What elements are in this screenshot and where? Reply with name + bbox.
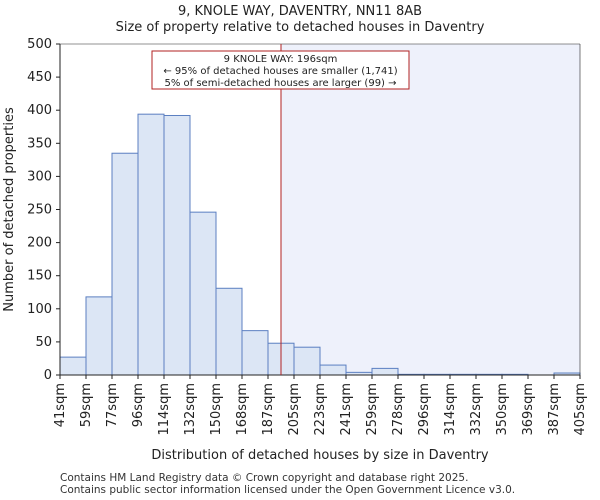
x-tick-label: 314sqm	[443, 383, 458, 436]
x-tick-label: 59sqm	[79, 383, 94, 427]
y-tick-label: 300	[27, 169, 52, 184]
x-tick-label: 132sqm	[183, 383, 198, 436]
chart-subtitle: Size of property relative to detached ho…	[115, 20, 485, 35]
y-tick-label: 50	[35, 335, 52, 350]
x-tick-label: 168sqm	[235, 383, 250, 436]
bar	[293, 346, 321, 376]
y-tick-label: 400	[27, 103, 52, 118]
annotation-line-1: 9 KNOLE WAY: 196sqm	[224, 54, 338, 65]
x-tick-label: 77sqm	[105, 383, 120, 427]
footer-licence: Contains public sector information licen…	[60, 484, 516, 496]
x-tick-label: 332sqm	[469, 383, 484, 436]
bar	[111, 152, 139, 376]
x-tick-label: 241sqm	[339, 383, 354, 436]
x-tick-label: 296sqm	[417, 383, 432, 436]
x-tick-label: 405sqm	[573, 383, 588, 436]
x-tick-label: 114sqm	[157, 383, 172, 436]
bar	[241, 330, 269, 376]
y-tick-label: 0	[44, 368, 52, 383]
y-axis-label: Number of detached properties	[2, 107, 17, 312]
y-tick-label: 350	[27, 136, 52, 151]
y-tick-label: 450	[27, 70, 52, 85]
annotation-box	[151, 50, 410, 90]
y-tick-label: 100	[27, 302, 52, 317]
larger-region-shade	[281, 44, 580, 375]
x-tick-label: 187sqm	[261, 383, 276, 436]
x-axis-label: Distribution of detached houses by size …	[151, 448, 489, 463]
histogram-chart: 0 50 100 150 200 250 300 350 400 450 500 41sqm 59sqm…	[2, 37, 588, 463]
x-tick-label: 41sqm	[53, 383, 68, 427]
bar	[163, 114, 191, 376]
x-tick-label: 278sqm	[391, 383, 406, 436]
x-tick-label: 96sqm	[131, 383, 146, 427]
chart-title: 9, KNOLE WAY, DAVENTRY, NN11 8AB	[177, 4, 423, 19]
y-tick-label: 250	[27, 203, 52, 218]
x-tick-label: 369sqm	[521, 383, 536, 436]
x-tick-label: 350sqm	[495, 383, 510, 436]
y-tick-label: 200	[27, 236, 52, 251]
x-tick-label: 387sqm	[547, 383, 562, 436]
bar	[59, 356, 87, 376]
x-tick-label: 223sqm	[313, 383, 328, 436]
bar	[215, 287, 243, 376]
bar	[189, 211, 217, 376]
x-tick-label: 150sqm	[209, 383, 224, 436]
x-tick-label: 205sqm	[287, 383, 302, 436]
x-tick-label: 259sqm	[365, 383, 380, 436]
annotation-line-2: ← 95% of detached houses are smaller (1,…	[163, 66, 397, 77]
annotation-line-3: 5% of semi-detached houses are larger (9…	[164, 78, 396, 89]
y-tick-label: 500	[27, 37, 52, 52]
bar	[319, 364, 347, 376]
bar	[85, 296, 113, 376]
bar	[137, 113, 165, 376]
bar	[371, 367, 399, 376]
footer-copyright: Contains HM Land Registry data © Crown c…	[60, 472, 469, 484]
y-tick-label: 150	[27, 269, 52, 284]
